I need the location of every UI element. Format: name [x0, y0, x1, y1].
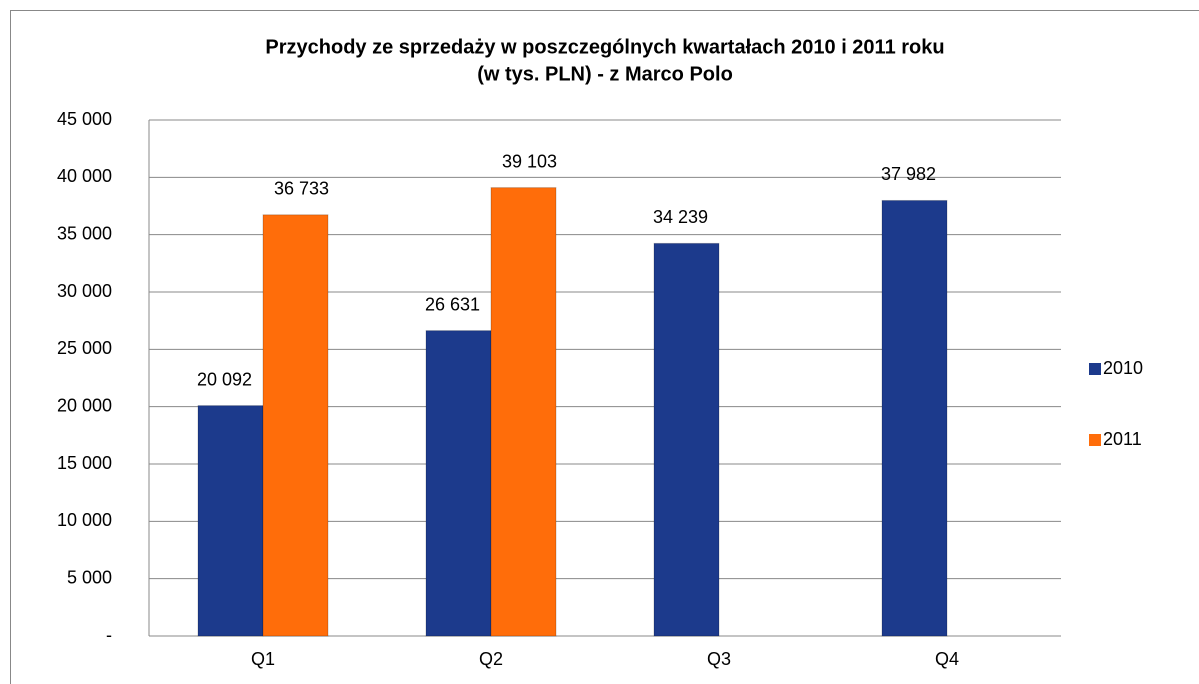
y-tick-label: 40 000 — [57, 166, 112, 186]
legend-swatch — [1089, 434, 1101, 446]
y-tick-label: 25 000 — [57, 338, 112, 358]
bar — [425, 330, 492, 637]
value-label: 36 733 — [274, 179, 329, 199]
bar — [653, 242, 720, 637]
y-tick-label: 15 000 — [57, 453, 112, 473]
y-tick-label: 30 000 — [57, 281, 112, 301]
y-tick-label: 5 000 — [67, 567, 112, 587]
y-tick-label: 35 000 — [57, 223, 112, 243]
y-tick-label: 20 000 — [57, 395, 112, 415]
legend-swatch — [1089, 363, 1101, 375]
bar — [490, 187, 557, 637]
value-label: 37 982 — [881, 164, 936, 184]
y-tick-label: 45 000 — [57, 109, 112, 129]
value-label: 34 239 — [653, 207, 708, 227]
legend-label: 2010 — [1103, 358, 1143, 378]
bar — [197, 405, 264, 637]
bar — [262, 214, 329, 637]
y-tick-label: 10 000 — [57, 510, 112, 530]
value-label: 39 103 — [502, 151, 557, 171]
x-tick-label: Q2 — [479, 649, 503, 669]
x-tick-label: Q1 — [251, 649, 275, 669]
value-label: 20 092 — [197, 369, 252, 389]
bar — [881, 199, 948, 637]
chart-title: Przychody ze sprzedaży w poszczególnych … — [265, 36, 944, 58]
chart-subtitle: (w tys. PLN) - z Marco Polo — [477, 63, 733, 85]
legend-label: 2011 — [1103, 429, 1142, 449]
x-tick-label: Q3 — [707, 649, 731, 669]
y-tick-label: - — [106, 625, 112, 645]
x-tick-label: Q4 — [935, 649, 959, 669]
chart-border — [10, 10, 1199, 684]
value-label: 26 631 — [425, 294, 480, 314]
